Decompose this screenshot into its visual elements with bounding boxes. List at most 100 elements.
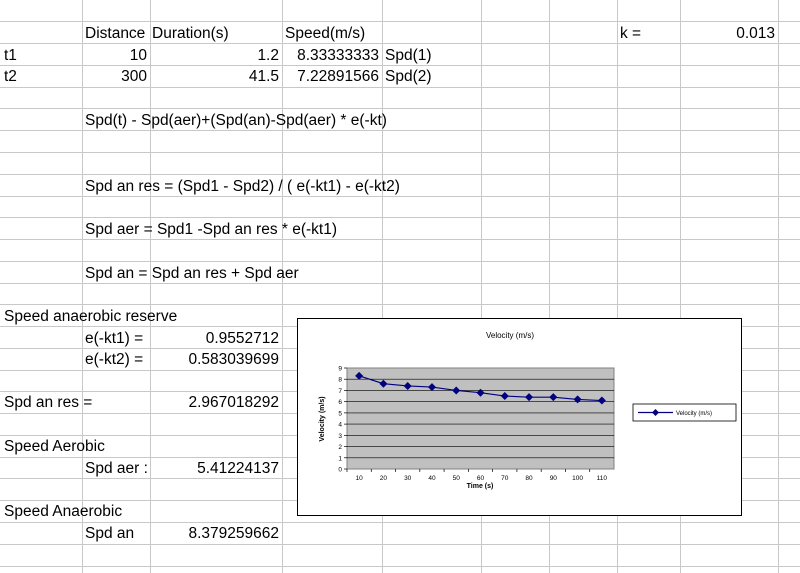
column-divider [382,0,383,573]
column-divider [549,0,550,573]
data-point[interactable] [549,393,558,402]
x-tick-label: 100 [572,475,583,482]
cell-spd-label-t1[interactable]: Spd(1) [385,47,432,64]
x-tick-label: 60 [477,475,485,482]
y-tick-label: 3 [338,433,342,440]
column-divider [282,0,283,573]
cell-speed-t2[interactable]: 7.22891566 [297,68,379,85]
y-tick-label: 5 [338,410,342,417]
formula-spd-an[interactable]: Spd an = Spd an res + Spd aer [85,265,299,282]
data-point[interactable] [403,381,412,390]
heading-anaerobic[interactable]: Speed Anaerobic [4,503,123,520]
formula-spd-t[interactable]: Spd(t) - Spd(aer)+(Spd(an)-Spd(aer) * e(… [85,112,387,129]
row-divider [0,304,800,305]
data-point[interactable] [573,395,582,404]
cell-duration-t2[interactable]: 41.5 [248,68,279,85]
header-speed[interactable]: Speed(m/s) [285,25,366,42]
x-axis-label: Time (s) [467,483,494,490]
cell-spd-label-t2[interactable]: Spd(2) [385,68,432,85]
y-tick-label: 2 [338,444,342,451]
x-axis-ticks: 10 20 30 40 50 60 70 80 90 100 110 [346,469,608,482]
y-tick-label: 0 [338,467,342,474]
row-divider [0,130,800,131]
y-tick-label: 7 [338,388,342,395]
data-point[interactable] [597,396,606,405]
heading-anaerobic-reserve[interactable]: Speed anaerobic reserve [4,308,178,325]
legend-label: Velocity (m/s) [676,411,712,417]
spd-an-value[interactable]: 8.379259662 [188,525,279,542]
series-points [355,371,606,405]
column-divider [680,0,681,573]
heading-aerobic[interactable]: Speed Aerobic [4,438,105,455]
x-tick-label: 80 [525,475,533,482]
x-tick-label: 50 [453,475,461,482]
spd-aer-value[interactable]: 5.41224137 [197,460,279,477]
spd-an-res-value[interactable]: 2.967018292 [188,394,279,411]
ekt2-label[interactable]: e(-kt2) = [85,351,144,368]
spd-an-label[interactable]: Spd an [85,525,135,542]
row-divider [0,43,800,44]
cell-speed-t1[interactable]: 8.33333333 [297,47,379,64]
column-divider [82,0,83,573]
y-tick-label: 6 [338,399,342,406]
chart-canvas: Velocity (m/s) 0 1 2 3 4 5 6 7 8 9 10 20 30 40 50 60 70… [319,331,737,490]
plot-area [346,367,615,470]
row-divider [0,174,800,175]
x-tick-label: 10 [356,475,364,482]
ekt2-value[interactable]: 0.583039699 [188,351,279,368]
row-divider [0,522,800,523]
column-divider [617,0,618,573]
row-label-t1[interactable]: t1 [4,47,17,64]
x-tick-label: 40 [428,475,436,482]
cell-distance-t1[interactable]: 10 [129,47,147,64]
y-tick-label: 8 [338,377,342,384]
ekt1-value[interactable]: 0.9552712 [205,330,279,347]
row-divider [0,217,800,218]
header-distance[interactable]: Distance [85,25,146,42]
spd-an-res-label[interactable]: Spd an res = [4,394,93,411]
x-tick-label: 70 [501,475,509,482]
spd-aer-label[interactable]: Spd aer : [85,460,148,477]
k-value[interactable]: 0.013 [736,25,775,42]
data-point[interactable] [379,379,388,388]
chart-legend[interactable]: Velocity (m/s) [632,403,737,422]
y-tick-label: 9 [338,366,342,373]
ekt1-label[interactable]: e(-kt1) = [85,330,144,347]
x-tick-label: 110 [597,475,608,482]
row-divider [0,108,800,109]
y-tick-label: 4 [338,422,342,429]
data-point[interactable] [427,383,436,392]
y-tick-label: 1 [338,455,342,462]
formula-spd-aer[interactable]: Spd aer = Spd1 -Spd an res * e(-kt1) [85,221,338,238]
row-divider [0,196,800,197]
data-point[interactable] [525,393,534,402]
row-divider [0,544,800,545]
cell-duration-t1[interactable]: 1.2 [257,47,279,64]
header-duration[interactable]: Duration(s) [152,25,229,42]
row-divider [0,87,800,88]
cell-distance-t2[interactable]: 300 [121,68,147,85]
row-label-t2[interactable]: t2 [4,68,17,85]
row-divider [0,283,800,284]
k-label[interactable]: k = [620,25,642,42]
data-point[interactable] [452,386,461,395]
x-tick-label: 30 [404,475,412,482]
formula-spd-an-res[interactable]: Spd an res = (Spd1 - Spd2) / ( e(-kt1) -… [85,178,400,195]
data-point[interactable] [355,371,364,380]
column-divider [778,0,779,573]
velocity-chart[interactable]: Velocity (m/s) 0 1 2 3 4 5 6 7 8 9 10 20 30 40 50 60 70… [297,318,742,516]
row-divider [0,239,800,240]
row-divider [0,65,800,66]
column-divider [481,0,482,573]
data-point[interactable] [476,388,485,397]
legend-diamond-icon [652,409,659,416]
x-tick-label: 20 [380,475,388,482]
x-tick-label: 90 [550,475,558,482]
column-divider [150,0,151,573]
row-divider [0,152,800,153]
y-axis-label: Velocity (m/s) [319,396,326,441]
row-divider [0,21,800,22]
data-point[interactable] [500,392,509,401]
gridlines [347,378,614,459]
